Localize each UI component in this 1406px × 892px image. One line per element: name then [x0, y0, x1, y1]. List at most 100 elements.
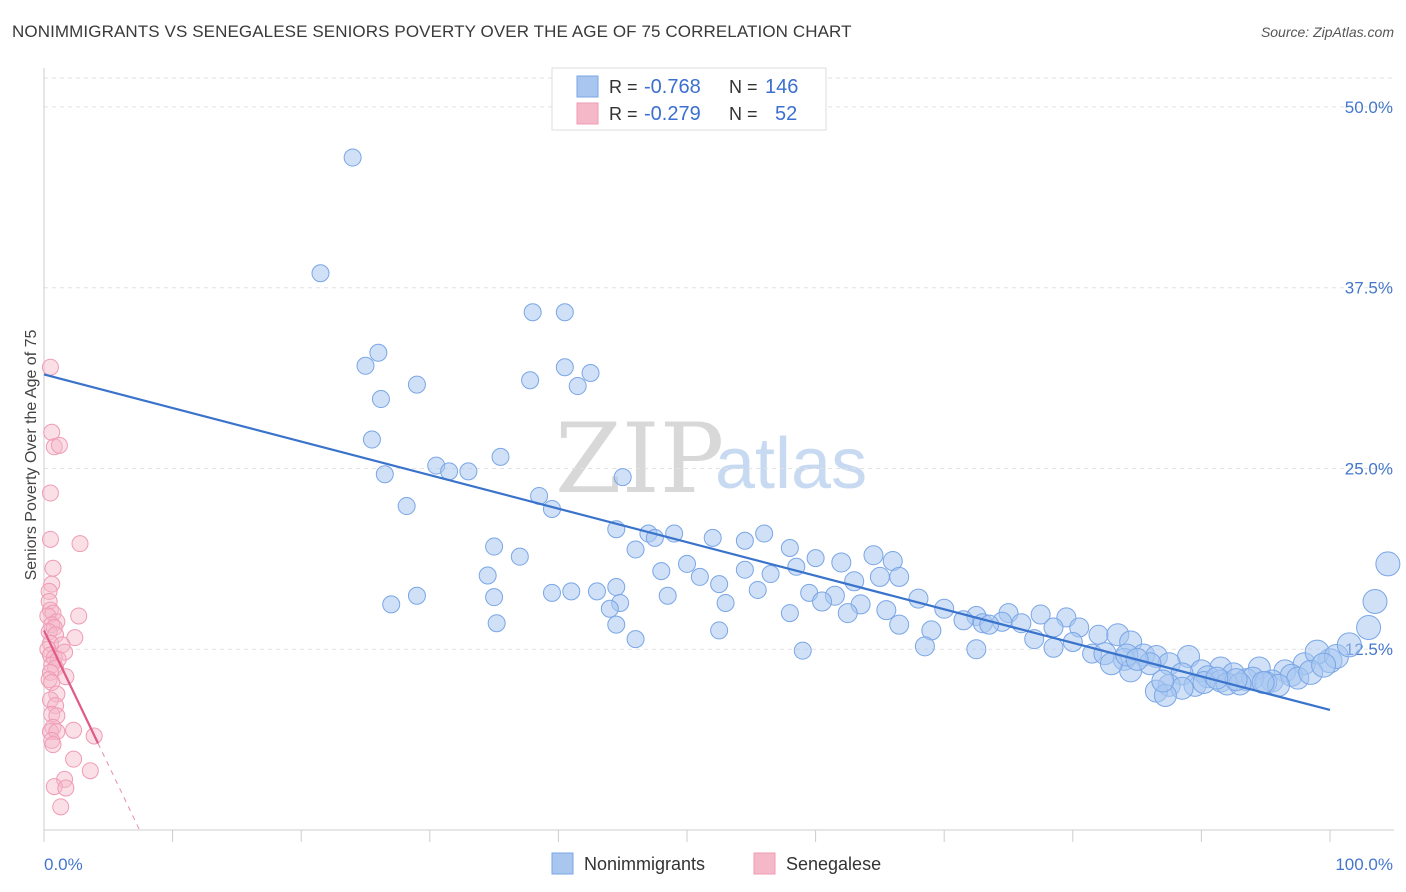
nonimmigrants-point [523, 303, 542, 322]
nonimmigrants-point [356, 356, 375, 375]
series-legend: Nonimmigrants Senegalese [551, 852, 881, 875]
nonimmigrants-points [311, 148, 1401, 708]
nonimmigrants-point [607, 615, 626, 634]
nonimmigrants-point [407, 375, 426, 394]
nonimmigrants-point [1311, 652, 1337, 678]
nonimmigrants-point [510, 547, 529, 566]
nonimmigrants-point [613, 468, 632, 487]
nonimmigrants-point [748, 580, 767, 599]
nonimmigrants-point [806, 549, 825, 568]
nonimmigrants-point [876, 600, 897, 621]
senegalese-point [41, 530, 59, 548]
x-tick-label: 100.0% [1335, 855, 1393, 874]
nonimmigrants-point [371, 390, 390, 409]
nonimmigrants-point [382, 595, 401, 614]
nonimmigrants-point [716, 593, 735, 612]
nonimmigrants-point [397, 497, 416, 516]
senegalese-point [70, 607, 88, 625]
stats-n-label: N = [729, 104, 758, 124]
nonimmigrants-point [710, 621, 729, 640]
senegalese-point [65, 721, 83, 739]
nonimmigrants-point [889, 614, 910, 635]
nonimmigrants-point [459, 462, 478, 481]
nonimmigrants-point [478, 566, 497, 585]
nonimmigrants-point [710, 575, 729, 594]
senegalese-point [47, 626, 65, 644]
nonimmigrants-point [521, 371, 540, 390]
senegalese-trend-extension [97, 743, 141, 831]
stats-r-label: R = [609, 77, 638, 97]
nonimmigrants-point [837, 603, 858, 624]
nonimmigrants-point [1362, 589, 1388, 615]
nonimmigrants-point [1043, 637, 1064, 658]
stats-r-value: -0.279 [644, 103, 701, 125]
senegalese-points [39, 358, 103, 816]
senegalese-trend-line [43, 629, 100, 744]
nonimmigrants-point [1336, 632, 1362, 658]
senegalese-point [71, 535, 89, 553]
nonimmigrants-point [966, 639, 987, 660]
nonimmigrants-point [793, 641, 812, 660]
nonimmigrants-point [812, 591, 833, 612]
nonimmigrants-point [581, 364, 600, 383]
senegalese-point [50, 436, 68, 454]
nonimmigrants-point [652, 562, 671, 581]
nonimmigrants-point [780, 604, 799, 623]
nonimmigrants-point [626, 540, 645, 559]
nonimmigrants-point [555, 303, 574, 322]
stats-n-label: N = [729, 77, 758, 97]
senegalese-point [65, 750, 83, 768]
nonimmigrants-point [311, 264, 330, 283]
y-tick-label: 50.0% [1345, 98, 1393, 117]
nonimmigrants-point [1030, 604, 1051, 625]
senegalese-point [44, 736, 62, 754]
nonimmigrants-point [1088, 624, 1109, 645]
stats-legend-swatch-pink [576, 102, 599, 125]
stats-n-value: 52 [775, 103, 797, 125]
nonimmigrants-point [626, 630, 645, 649]
stats-r-label: R = [609, 104, 638, 124]
nonimmigrants-point [678, 554, 696, 573]
stats-legend-swatch-blue [576, 75, 599, 98]
nonimmigrants-point [562, 582, 581, 601]
senegalese-point [40, 582, 58, 600]
nonimmigrants-point [607, 578, 626, 597]
legend-label-nonimmigrants: Nonimmigrants [584, 854, 705, 874]
nonimmigrants-point [761, 565, 780, 584]
nonimmigrants-point [485, 588, 504, 607]
nonimmigrants-point [487, 614, 506, 633]
nonimmigrants-point [1151, 669, 1175, 693]
watermark-zip: ZIP [555, 403, 724, 515]
y-tick-label: 37.5% [1345, 279, 1393, 298]
nonimmigrants-point [375, 465, 394, 484]
senegalese-point [56, 643, 74, 661]
nonimmigrants-point [869, 566, 890, 587]
nonimmigrants-point [979, 614, 1000, 635]
nonimmigrants-point [343, 148, 362, 167]
nonimmigrants-point [1043, 617, 1064, 638]
nonimmigrants-point [755, 524, 774, 543]
nonimmigrants-point [440, 462, 459, 481]
watermark-atlas: atlas [715, 424, 867, 504]
legend-label-senegalese: Senegalese [786, 854, 881, 874]
axes [43, 68, 1394, 831]
nonimmigrants-point [735, 531, 754, 550]
senegalese-point [41, 358, 59, 376]
nonimmigrants-point [914, 636, 935, 657]
nonimmigrants-point [369, 343, 388, 362]
senegalese-point [41, 723, 59, 741]
nonimmigrants-point [568, 377, 587, 396]
chart-title: NONIMMIGRANTS VS SENEGALESE SENIORS POVE… [12, 22, 852, 41]
nonimmigrants-point [863, 545, 884, 566]
senegalese-point [57, 779, 75, 797]
senegalese-point [44, 559, 62, 577]
nonimmigrants-point [735, 560, 754, 579]
x-tick-label: 0.0% [44, 855, 83, 874]
nonimmigrants-point [542, 583, 561, 602]
senegalese-point [81, 762, 99, 780]
y-tick-label: 25.0% [1345, 459, 1393, 478]
nonimmigrants-point [703, 528, 722, 547]
nonimmigrants-point [780, 539, 799, 557]
nonimmigrants-point [555, 358, 574, 377]
